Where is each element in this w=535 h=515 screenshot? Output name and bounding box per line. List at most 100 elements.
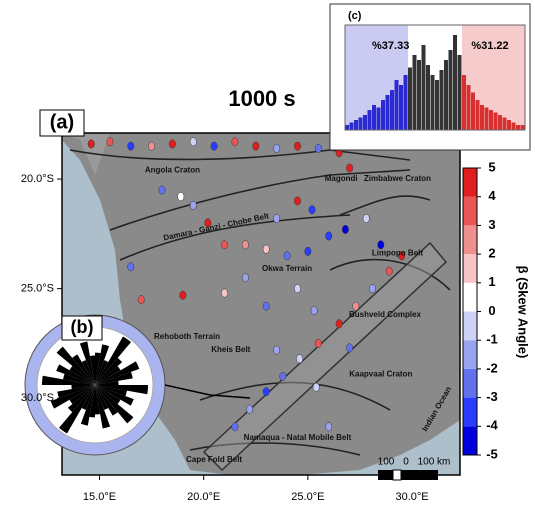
station	[273, 214, 279, 222]
station	[263, 302, 269, 310]
station	[315, 144, 321, 152]
station	[242, 273, 248, 281]
hist-bar	[435, 80, 439, 130]
station	[246, 405, 252, 413]
region-label: Cape Fold Belt	[186, 455, 242, 464]
hist-bar	[476, 100, 480, 130]
scale-label: 0	[403, 457, 409, 468]
hist-bar	[444, 60, 448, 130]
hist-bar	[386, 95, 390, 130]
region-label: Namaqua - Natal Mobile Belt	[244, 433, 352, 442]
y-tick-label: 30.0°S	[21, 392, 54, 404]
station	[315, 339, 321, 347]
hist-bar	[399, 85, 403, 130]
hist-bar	[521, 125, 525, 130]
colorbar-segment	[463, 340, 477, 369]
hist-bar	[503, 118, 507, 131]
panel-a-label: (a)	[50, 111, 74, 133]
station	[294, 197, 300, 205]
hist-bar	[372, 105, 376, 130]
station	[128, 263, 134, 271]
station	[107, 138, 113, 146]
region-label: Kheis Belt	[211, 345, 250, 354]
station	[363, 214, 369, 222]
station	[138, 295, 144, 303]
station	[309, 206, 315, 214]
hist-bar	[404, 75, 408, 130]
station	[369, 284, 375, 292]
station	[294, 284, 300, 292]
x-tick-label: 15.0°E	[83, 491, 116, 503]
station	[242, 241, 248, 249]
colorbar-segment	[463, 168, 477, 197]
region-label: Rehoboth Terrain	[154, 332, 220, 341]
station	[221, 241, 227, 249]
station	[169, 140, 175, 148]
colorbar-tick-label: 0	[488, 303, 495, 318]
hist-bar	[480, 105, 484, 130]
x-tick-label: 30.0°E	[395, 491, 428, 503]
station	[284, 252, 290, 260]
station	[221, 289, 227, 297]
station	[313, 383, 319, 391]
figure: Angola CratonDamara - Ganzi - Chobe Belt…	[0, 0, 535, 515]
panel-b-label: (b)	[71, 317, 94, 337]
hist-bar	[512, 123, 516, 131]
scale-label: 100 km	[418, 457, 451, 468]
hist-bar	[485, 108, 489, 131]
station	[273, 144, 279, 152]
station	[211, 142, 217, 150]
hist-bar	[363, 115, 367, 130]
colorbar-tick-label: -5	[486, 446, 498, 461]
colorbar-tick-label: -4	[486, 418, 498, 433]
station	[263, 245, 269, 253]
station	[88, 140, 94, 148]
station	[294, 142, 300, 150]
colorbar-segment	[463, 312, 477, 341]
station	[273, 346, 279, 354]
colorbar-tick-label: -2	[486, 360, 498, 375]
hist-bar	[462, 75, 466, 130]
station	[386, 267, 392, 275]
station	[263, 387, 269, 395]
colorbar-segment	[463, 398, 477, 427]
region-label: Zimbabwe Craton	[364, 174, 431, 183]
hist-bar	[494, 113, 498, 131]
colorbar-segment	[463, 225, 477, 254]
x-tick-label: 25.0°E	[291, 491, 324, 503]
hist-bar	[377, 108, 381, 131]
station	[232, 423, 238, 431]
station	[280, 372, 286, 380]
hist-bar	[368, 110, 372, 130]
station	[326, 423, 332, 431]
region-label: Okwa Terrain	[262, 264, 312, 273]
hist-bar	[395, 80, 399, 130]
station	[346, 344, 352, 352]
region-label: Angola Craton	[145, 165, 200, 174]
region-label: Magondi	[325, 174, 358, 183]
station	[128, 142, 134, 150]
station	[296, 355, 302, 363]
colorbar-tick-label: -1	[486, 332, 498, 347]
hist-bar	[381, 100, 385, 130]
colorbar-tick-label: 3	[488, 217, 495, 232]
hist-bar	[413, 55, 417, 130]
colorbar-tick-label: 4	[488, 188, 496, 203]
hist-bar	[516, 125, 520, 130]
hist-left-percent: %37.33	[372, 40, 409, 52]
hist-bar	[390, 90, 394, 130]
scale-bar	[378, 470, 438, 480]
hist-bar	[453, 35, 457, 130]
region-label: Bushveld Complex	[349, 310, 422, 319]
colorbar-segment	[463, 283, 477, 312]
station	[190, 201, 196, 209]
hist-bar	[426, 65, 430, 130]
colorbar-segment	[463, 254, 477, 283]
station	[311, 306, 317, 314]
hist-bar	[350, 123, 354, 131]
hist-bar	[359, 118, 363, 131]
station	[326, 232, 332, 240]
station	[232, 138, 238, 146]
hist-bar	[467, 85, 471, 130]
colorbar-tick-label: 5	[488, 159, 495, 174]
